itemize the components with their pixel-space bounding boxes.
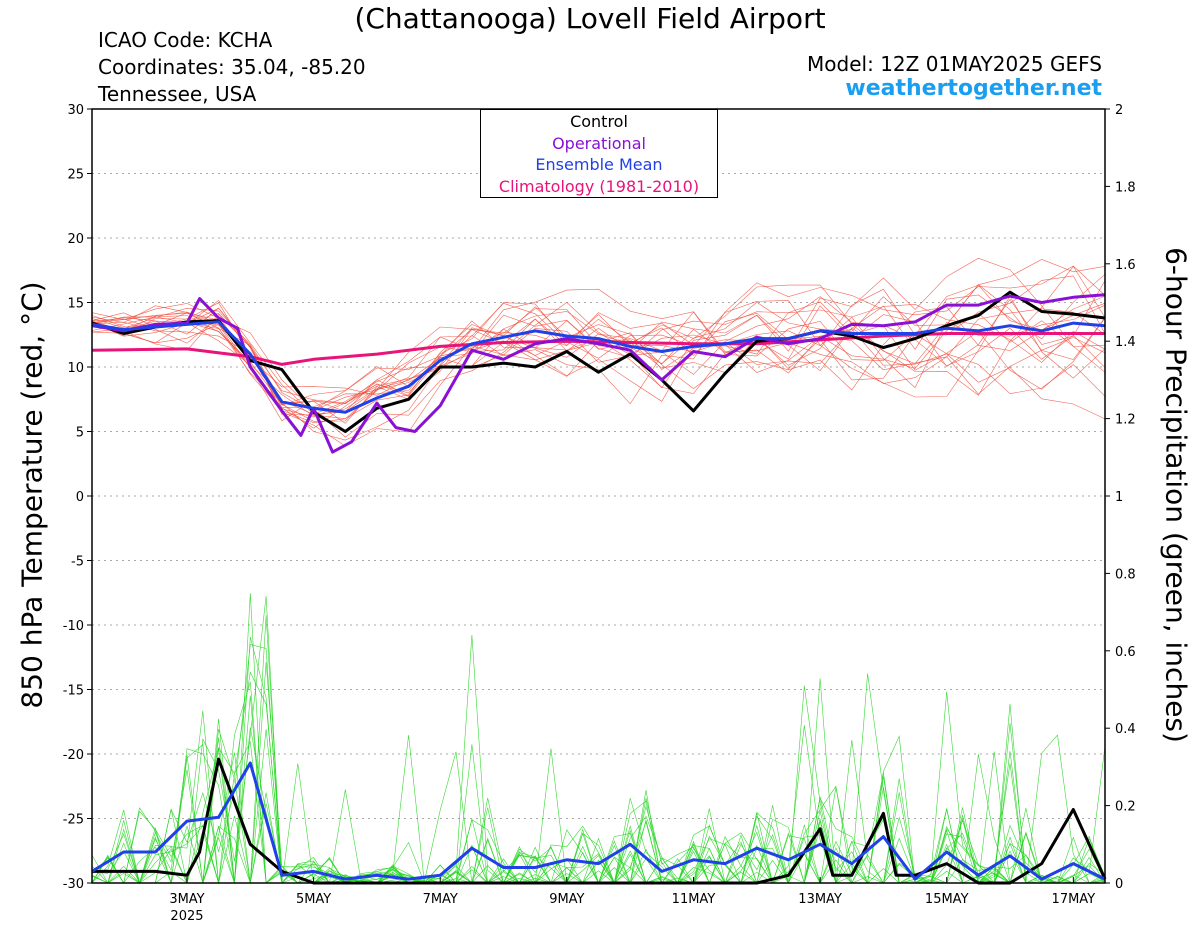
ensemble-temp-member	[91, 295, 1106, 424]
left-tick-label: -15	[63, 684, 84, 699]
left-tick-label: 30	[67, 103, 84, 118]
right-tick-label: 0.8	[1115, 567, 1136, 582]
ensemble-temp-member	[91, 257, 1106, 438]
icao-code: ICAO Code: KCHA	[98, 28, 273, 52]
x-tick-label: 9MAY	[549, 892, 584, 907]
left-tick-label: 15	[67, 297, 84, 312]
ensemble-temp-member	[91, 301, 1106, 429]
right-axis-ticks: 2 1.8 1.6 1.4 1.2 1 0.8 0.6 0.4 0.2 0	[1105, 103, 1136, 892]
series-line-operational-left	[91, 293, 1106, 454]
series-line-climatology-1981-2010--left	[91, 332, 1105, 366]
right-tick-label: 1.8	[1115, 180, 1136, 195]
ensemble-temp-member	[91, 273, 1106, 411]
left-tick-label: 5	[76, 426, 84, 441]
ensemble-temp-member	[91, 304, 1106, 417]
x-tick-label: 3MAY	[169, 892, 204, 907]
x-tick-label: 15MAY	[925, 892, 969, 907]
region: Tennessee, USA	[98, 82, 257, 106]
site-link[interactable]: weathertogether.net	[845, 76, 1102, 101]
legend-climatology: Climatology (1981-2010)	[498, 176, 700, 196]
left-axis-ticks: 30 25 20 15 10 5 0 -5 -10 -15 -20 -25 -30	[63, 103, 92, 892]
legend-control: Control	[570, 112, 628, 131]
ensemble-precip-member	[92, 752, 1105, 884]
left-tick-label: 0	[76, 490, 84, 505]
y-axis-label-left: 850 hPa Temperature (red, °C)	[15, 281, 49, 709]
x-tick-year: 2025	[170, 909, 203, 924]
legend: Control Operational Ensemble Mean Climat…	[480, 109, 718, 198]
right-tick-label: 1	[1115, 490, 1123, 505]
coordinates: Coordinates: 35.04, -85.20	[98, 55, 366, 79]
right-tick-label: 1.4	[1115, 335, 1136, 350]
x-tick-label: 11MAY	[672, 892, 716, 907]
ensemble-precip-member	[91, 671, 1105, 884]
right-tick-label: 0.6	[1115, 645, 1136, 660]
left-tick-label: -20	[63, 748, 84, 763]
left-tick-label: -30	[63, 877, 84, 892]
left-tick-label: 10	[67, 361, 84, 376]
x-tick-label: 13MAY	[798, 892, 842, 907]
series-line-ensemble-mean-right	[91, 761, 1106, 881]
right-tick-label: 0.4	[1115, 722, 1136, 737]
left-tick-label: -5	[71, 555, 84, 570]
ensemble-precip-member	[92, 727, 1106, 884]
main-series	[91, 290, 1107, 885]
legend-ensemble-mean: Ensemble Mean	[535, 155, 663, 174]
left-tick-label: -10	[63, 619, 84, 634]
x-tick-label: 7MAY	[423, 892, 458, 907]
x-tick-label: 17MAY	[1052, 892, 1096, 907]
right-tick-label: 1.2	[1115, 413, 1136, 428]
right-tick-label: 0.2	[1115, 800, 1136, 815]
model-run: Model: 12Z 01MAY2025 GEFS	[807, 52, 1102, 76]
ensemble-temp-member	[91, 303, 1106, 412]
right-tick-label: 1.6	[1115, 258, 1136, 273]
x-tick-label: 5MAY	[296, 892, 331, 907]
right-tick-label: 0	[1115, 877, 1123, 892]
y-axis-label-right: 6-hour Precipitation (green, inches)	[1159, 247, 1193, 743]
x-axis-ticks: 3MAY 2025 5MAY 7MAY 9MAY 11MAY 13MAY 15MAY 17MAY	[169, 877, 1095, 924]
series-line-ensemble-mean-left	[91, 320, 1106, 414]
ensemble-precip-member	[92, 723, 1106, 884]
right-tick-label: 2	[1115, 103, 1123, 118]
chart-title: (Chattanooga) Lovell Field Airport	[354, 2, 826, 35]
left-tick-label: 25	[67, 168, 84, 183]
grid-lines	[92, 173, 1105, 819]
legend-operational: Operational	[552, 133, 646, 153]
ensemble-precipitation-members	[91, 593, 1106, 885]
left-tick-label: 20	[67, 232, 84, 247]
left-tick-label: -25	[63, 813, 84, 828]
